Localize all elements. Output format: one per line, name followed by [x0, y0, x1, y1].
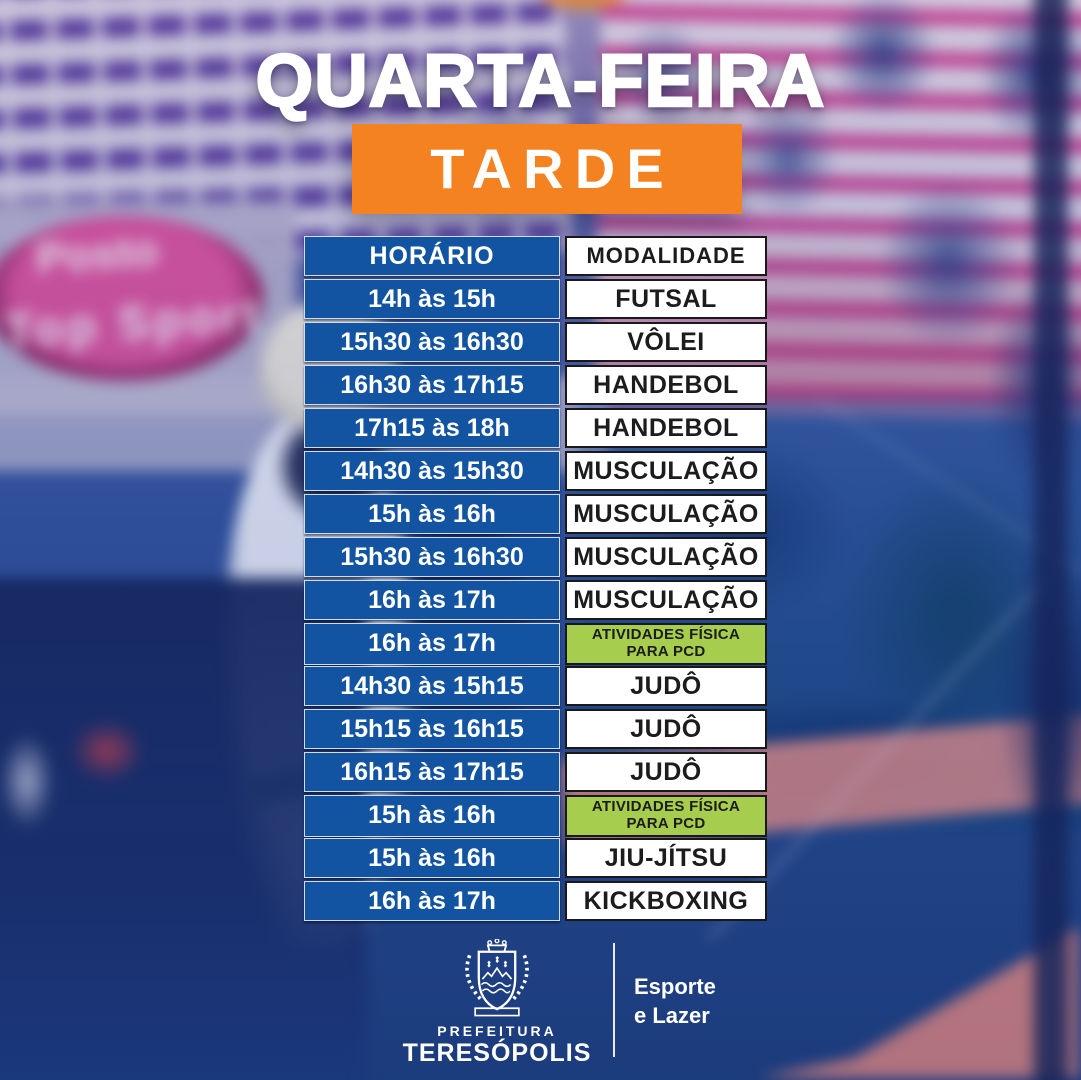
modality-cell: JUDÔ	[565, 752, 767, 792]
table-row: 14h30 às 15h30 MUSCULAÇÃO	[304, 451, 767, 491]
modality-cell: MUSCULAÇÃO	[565, 580, 767, 620]
modality-cell: JUDÔ	[565, 709, 767, 749]
modality-header-cell: MODALIDADE	[565, 236, 767, 276]
time-cell: 15h15 às 16h15	[304, 709, 560, 749]
crowd-blob	[828, 0, 938, 118]
modality-cell: MUSCULAÇÃO	[565, 537, 767, 577]
time-cell: 14h30 às 15h15	[304, 666, 560, 706]
table-row: 17h15 às 18h HANDEBOL	[304, 408, 767, 448]
time-header-cell: HORÁRIO	[304, 236, 560, 276]
time-cell: 16h30 às 17h15	[304, 365, 560, 405]
prefeitura-label: PREFEITURA	[437, 1023, 557, 1039]
footer: PREFEITURA TERESÓPOLIS Esporte e Lazer	[0, 935, 1081, 1075]
city-name-label: TERESÓPOLIS	[402, 1039, 592, 1067]
department-label: Esporte e Lazer	[634, 973, 716, 1030]
time-cell: 16h15 às 17h15	[304, 752, 560, 792]
table-row: 15h às 16h JIU-JÍTSU	[304, 838, 767, 878]
time-cell: 15h30 às 16h30	[304, 537, 560, 577]
table-row: 15h15 às 16h15 JUDÔ	[304, 709, 767, 749]
table-row: 14h às 15h FUTSAL	[304, 279, 767, 319]
table-row: 16h às 17h MUSCULAÇÃO	[304, 580, 767, 620]
bleacher-orange-patch	[538, 0, 628, 10]
crowd-blob	[878, 178, 1018, 348]
modality-cell: MUSCULAÇÃO	[565, 494, 767, 534]
sponsor-sign-oval	[0, 216, 264, 381]
footer-divider	[613, 943, 615, 1057]
modality-cell: VÔLEI	[565, 322, 767, 362]
table-row: 16h às 17h KICKBOXING	[304, 881, 767, 921]
time-cell: 17h15 às 18h	[304, 408, 560, 448]
time-cell: 15h às 16h	[304, 494, 560, 534]
teresopolis-coat-of-arms-icon	[465, 939, 529, 1017]
modality-cell: HANDEBOL	[565, 365, 767, 405]
modality-cell: HANDEBOL	[565, 408, 767, 448]
table-row: 16h15 às 17h15 JUDÔ	[304, 752, 767, 792]
time-cell: 16h às 17h	[304, 580, 560, 620]
schedule-table: HORÁRIO MODALIDADE 14h às 15h FUTSAL 15h…	[304, 236, 767, 924]
table-row: 15h às 16h MUSCULAÇÃO	[304, 494, 767, 534]
table-row: 15h30 às 16h30 MUSCULAÇÃO	[304, 537, 767, 577]
modality-cell: JIU-JÍTSU	[565, 838, 767, 878]
white-floor-blob	[0, 734, 54, 829]
page-title: QUARTA-FEIRA	[254, 39, 826, 122]
table-header-row: HORÁRIO MODALIDADE	[304, 236, 767, 276]
crowd-blob	[738, 98, 838, 218]
modality-cell: ATIVIDADES FÍSICA PARA PCD	[565, 623, 767, 665]
time-cell: 16h às 17h	[304, 623, 560, 665]
time-cell: 14h às 15h	[304, 279, 560, 319]
dark-right-edge	[1034, 0, 1068, 1080]
time-cell: 15h30 às 16h30	[304, 322, 560, 362]
modality-cell: MUSCULAÇÃO	[565, 451, 767, 491]
modality-cell: JUDÔ	[565, 666, 767, 706]
modality-cell: KICKBOXING	[565, 881, 767, 921]
department-line-1: Esporte	[634, 974, 716, 999]
crowd-blob	[618, 18, 708, 128]
modality-cell: ATIVIDADES FÍSICA PARA PCD	[565, 795, 767, 837]
table-row: 15h às 16h ATIVIDADES FÍSICA PARA PCD	[304, 795, 767, 837]
table-row: 14h30 às 15h15 JUDÔ	[304, 666, 767, 706]
modality-cell: FUTSAL	[565, 279, 767, 319]
time-cell: 15h às 16h	[304, 838, 560, 878]
table-row: 16h às 17h ATIVIDADES FÍSICA PARA PCD	[304, 623, 767, 665]
table-row: 15h30 às 16h30 VÔLEI	[304, 322, 767, 362]
time-cell: 15h às 16h	[304, 795, 560, 837]
subtitle-banner: TARDE	[352, 124, 742, 214]
table-row: 16h30 às 17h15 HANDEBOL	[304, 365, 767, 405]
red-floor-blob	[70, 720, 144, 782]
department-line-2: e Lazer	[634, 1002, 710, 1028]
time-cell: 14h30 às 15h30	[304, 451, 560, 491]
time-cell: 16h às 17h	[304, 881, 560, 921]
schedule-rows: 14h às 15h FUTSAL 15h30 às 16h30 VÔLEI 1…	[304, 279, 767, 921]
subtitle-label: TARDE	[430, 137, 675, 200]
